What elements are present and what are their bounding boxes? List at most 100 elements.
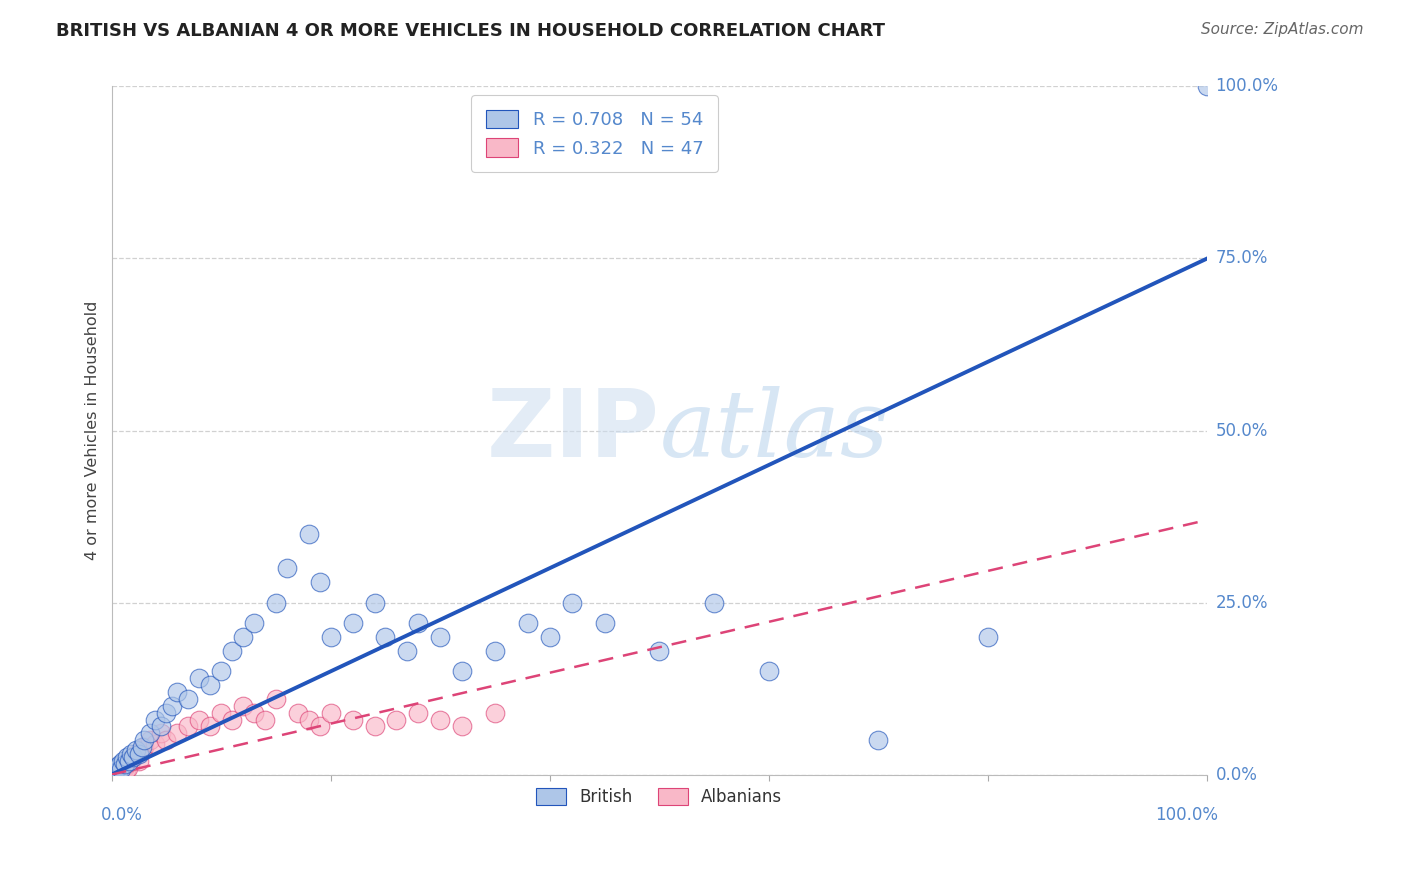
Text: 75.0%: 75.0% [1216, 250, 1268, 268]
Point [104, 764, 127, 778]
Point [110, 764, 132, 778]
Point [243, 706, 266, 720]
Point [253, 713, 276, 727]
Point [298, 713, 321, 727]
Text: Source: ZipAtlas.com: Source: ZipAtlas.com [1201, 22, 1364, 37]
Point [232, 698, 254, 713]
Point [319, 706, 342, 720]
Point [104, 762, 127, 776]
Point [342, 616, 364, 631]
Point [114, 757, 136, 772]
Point [103, 765, 125, 780]
Point [429, 630, 451, 644]
Point [868, 733, 890, 747]
Text: atlas: atlas [659, 385, 889, 475]
Point [209, 665, 232, 679]
Point [145, 713, 167, 727]
Point [134, 733, 156, 747]
Point [408, 706, 430, 720]
Point [120, 754, 142, 768]
Point [1197, 79, 1219, 94]
Text: 0.0%: 0.0% [1216, 765, 1257, 783]
Point [484, 643, 506, 657]
Point [188, 713, 211, 727]
Point [124, 743, 146, 757]
Point [111, 754, 134, 768]
Point [139, 733, 162, 747]
Text: 25.0%: 25.0% [1216, 593, 1268, 612]
Point [308, 574, 330, 589]
Point [977, 630, 1000, 644]
Point [110, 757, 132, 772]
Point [134, 739, 156, 754]
Point [104, 764, 127, 778]
Point [155, 733, 177, 747]
Text: 100.0%: 100.0% [1156, 805, 1218, 823]
Point [221, 713, 243, 727]
Point [108, 764, 131, 779]
Point [166, 726, 188, 740]
Point [105, 764, 128, 778]
Point [319, 630, 342, 644]
Text: 50.0%: 50.0% [1216, 422, 1268, 440]
Point [104, 764, 127, 779]
Point [155, 706, 177, 720]
Point [110, 762, 132, 776]
Point [108, 764, 131, 778]
Y-axis label: 4 or more Vehicles in Household: 4 or more Vehicles in Household [86, 301, 100, 560]
Point [128, 754, 150, 768]
Point [107, 763, 129, 777]
Point [166, 685, 188, 699]
Point [221, 643, 243, 657]
Point [115, 757, 138, 772]
Point [374, 630, 396, 644]
Point [107, 759, 129, 773]
Point [149, 719, 172, 733]
Point [385, 713, 408, 727]
Point [298, 526, 321, 541]
Point [112, 762, 135, 776]
Point [198, 678, 221, 692]
Point [128, 747, 150, 761]
Point [111, 761, 134, 775]
Point [648, 643, 671, 657]
Point [396, 643, 419, 657]
Point [114, 759, 136, 773]
Point [538, 630, 561, 644]
Point [145, 737, 167, 751]
Point [451, 719, 474, 733]
Point [120, 747, 142, 761]
Point [276, 561, 298, 575]
Point [451, 665, 474, 679]
Point [118, 755, 141, 769]
Point [264, 691, 287, 706]
Point [177, 691, 200, 706]
Point [160, 698, 183, 713]
Point [703, 595, 725, 609]
Point [105, 761, 128, 775]
Point [101, 766, 124, 780]
Point [122, 750, 145, 764]
Point [110, 762, 132, 776]
Legend: British, Albanians: British, Albanians [529, 780, 790, 814]
Point [516, 616, 538, 631]
Point [232, 630, 254, 644]
Point [149, 726, 172, 740]
Point [131, 743, 153, 757]
Point [124, 747, 146, 761]
Point [408, 616, 430, 631]
Point [139, 726, 162, 740]
Point [243, 616, 266, 631]
Point [264, 595, 287, 609]
Text: 100.0%: 100.0% [1216, 78, 1278, 95]
Point [429, 713, 451, 727]
Text: ZIP: ZIP [486, 384, 659, 476]
Point [115, 750, 138, 764]
Point [122, 750, 145, 764]
Point [287, 706, 309, 720]
Point [177, 719, 200, 733]
Text: BRITISH VS ALBANIAN 4 OR MORE VEHICLES IN HOUSEHOLD CORRELATION CHART: BRITISH VS ALBANIAN 4 OR MORE VEHICLES I… [56, 22, 886, 40]
Point [198, 719, 221, 733]
Point [342, 713, 364, 727]
Point [209, 706, 232, 720]
